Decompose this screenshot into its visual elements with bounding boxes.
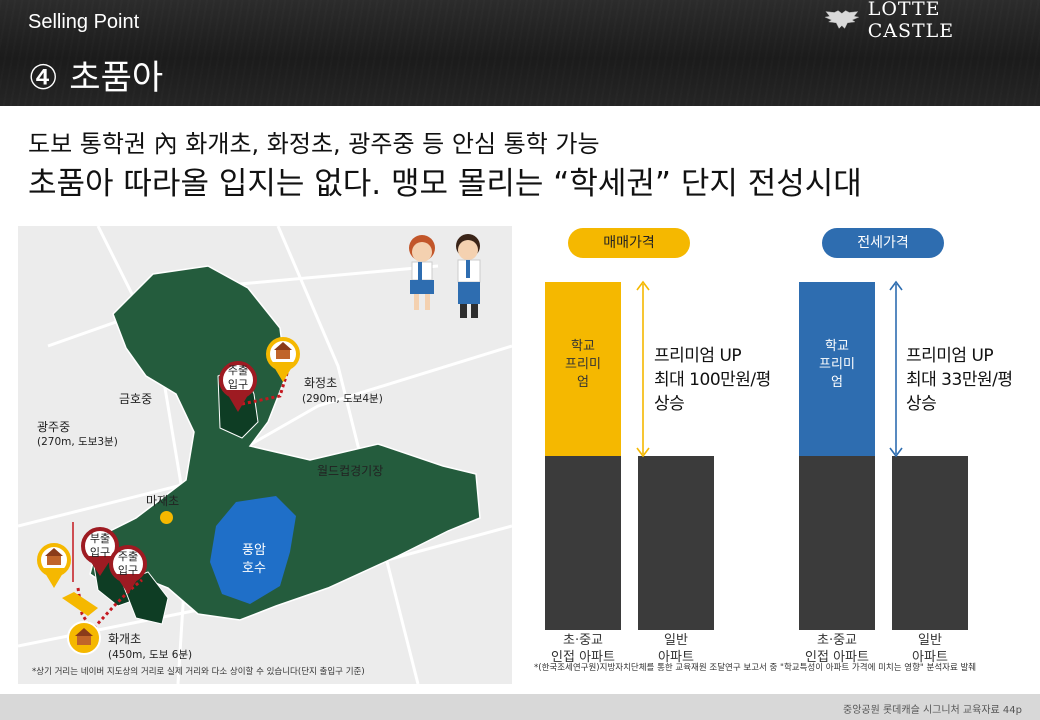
gate-label-line: 입구 xyxy=(227,378,249,391)
sale-premium-bar xyxy=(545,282,621,456)
sale-double-arrow-icon xyxy=(636,280,650,458)
school-pin-gwangju xyxy=(37,543,71,588)
bar-label-line: 일반 xyxy=(664,633,688,648)
eagle-emblem-icon xyxy=(824,10,860,29)
students-illustration xyxy=(409,234,481,318)
chart-source-note: *(한국조세연구원)지방자치단체를 통한 교육재원 조달연구 보고서 중 "학교… xyxy=(534,663,977,673)
jeonse-base-bar-school xyxy=(799,456,875,630)
price-premium-chart: 매매가격 학교 프리미 엄 프리미엄 UP 최대 100만원/평 상승 초·중교… xyxy=(528,226,1028,686)
gate-label-sub: 부출 입구 xyxy=(86,532,114,560)
headline-line-1: 도보 통학권 內 화개초, 화정초, 광주중 등 안심 통학 가능 xyxy=(28,130,600,158)
lake-area xyxy=(210,496,296,604)
gate-label-line: 주출 xyxy=(227,364,249,377)
section-label: Selling Point xyxy=(28,11,140,33)
jeonse-premium-text: 프리미엄 UP 최대 33만원/평 상승 xyxy=(906,344,1013,416)
sale-label-general: 일반 아파트 xyxy=(633,632,719,666)
jeonse-premium-bar xyxy=(799,282,875,456)
sale-base-bar-general xyxy=(638,456,714,630)
bar-label-line: 초·중교 xyxy=(562,633,603,648)
label-hwagae-distance: (450m, 도보 6분) xyxy=(108,649,193,661)
lake-label-line-2: 호수 xyxy=(242,561,266,576)
premium-text-line: 상승 xyxy=(654,394,685,414)
gate-label-line: 부출 xyxy=(89,532,111,545)
gate-label-main-top: 주출 입구 xyxy=(224,364,252,392)
gate-label-line: 입구 xyxy=(117,564,139,577)
label-hwagae-name: 화개초 xyxy=(108,632,142,646)
bar-text-line: 엄 xyxy=(831,375,843,390)
label-hwajeong-name: 화정초 xyxy=(304,376,338,390)
gate-pin-main-bottom xyxy=(109,545,147,594)
bar-label-line: 인접 아파트 xyxy=(805,650,869,665)
premium-text-line: 최대 33만원/평 xyxy=(906,370,1013,390)
premium-text-line: 프리미엄 UP xyxy=(654,346,742,366)
gwangju-school-marker xyxy=(62,592,98,616)
route-hwajeong xyxy=(241,369,290,406)
jeonse-label-general: 일반 아파트 xyxy=(887,632,973,666)
bar-label-line: 초·중교 xyxy=(816,633,857,648)
headline-line-2: 초품아 따라올 입지는 없다. 맹모 몰리는 “학세권” 단지 전성시대 xyxy=(28,166,862,202)
school-dot-majae xyxy=(160,511,173,524)
bar-label-line: 아파트 xyxy=(912,650,948,665)
label-gwangju-name: 광주중 xyxy=(37,420,71,434)
footer-bar: 중앙공원 롯데캐슬 시그니처 교육자료 44p xyxy=(0,694,1040,720)
label-majae: 마재초 xyxy=(146,494,180,508)
bar-text-line: 학교 xyxy=(571,339,595,354)
gate-label-main-bottom: 주출 입구 xyxy=(114,550,142,578)
school-pin-hwajeong xyxy=(266,337,300,382)
brand-name: LOTTE CASTLE xyxy=(867,0,955,42)
sale-price-pill: 매매가격 xyxy=(568,228,690,258)
jeonse-price-pill: 전세가격 xyxy=(822,228,944,258)
lake-label-line-1: 풍암 xyxy=(242,543,266,558)
school-pin-hwagae xyxy=(67,621,101,655)
sale-premium-bar-text: 학교 프리미 엄 xyxy=(545,338,621,392)
sale-premium-text: 프리미엄 UP 최대 100만원/평 상승 xyxy=(654,344,771,416)
bar-label-line: 일반 xyxy=(918,633,942,648)
sale-label-school-adjacent: 초·중교 인접 아파트 xyxy=(540,632,626,666)
jeonse-double-arrow-icon xyxy=(889,280,903,458)
bar-text-line: 엄 xyxy=(577,375,589,390)
premium-text-line: 최대 100만원/평 xyxy=(654,370,771,390)
jeonse-base-bar-general xyxy=(892,456,968,630)
premium-text-line: 상승 xyxy=(906,394,937,414)
brand-logo: LOTTE CASTLE xyxy=(824,0,1024,42)
location-map: 금호중 화정초 (290m, 도보4분) 광주중 (270m, 도보3분) 월드… xyxy=(18,226,512,684)
premium-text-line: 프리미엄 UP xyxy=(906,346,994,366)
gate-label-line: 주출 xyxy=(117,550,139,563)
sale-base-bar-school xyxy=(545,456,621,630)
map-graphic xyxy=(18,226,512,684)
label-worldcup-stadium: 월드컵경기장 xyxy=(317,464,384,478)
gate-label-line: 입구 xyxy=(89,546,111,559)
page-title: ④ 초품아 xyxy=(28,58,164,98)
header-texture xyxy=(0,0,1040,106)
label-geumho: 금호중 xyxy=(119,392,153,406)
gate-pin-main-top xyxy=(219,361,257,412)
jeonse-premium-bar-text: 학교 프리미 엄 xyxy=(799,338,875,392)
label-gwangju-distance: (270m, 도보3분) xyxy=(37,436,118,448)
route-hwagae xyxy=(76,578,143,633)
label-hwajeong-distance: (290m, 도보4분) xyxy=(302,393,383,405)
jeonse-label-school-adjacent: 초·중교 인접 아파트 xyxy=(794,632,880,666)
gate-pin-sub xyxy=(81,527,119,576)
bar-text-line: 프리미 xyxy=(819,357,855,372)
header-banner: Selling Point ④ 초품아 LOTTE CASTLE xyxy=(0,0,1040,106)
bar-text-line: 학교 xyxy=(825,339,849,354)
label-pungam-lake: 풍암 호수 xyxy=(236,542,272,578)
map-note: *상기 거리는 네이버 지도상의 거리로 실제 거리와 다소 상이할 수 있습니… xyxy=(32,667,365,677)
footer-page-text: 중앙공원 롯데캐슬 시그니처 교육자료 44p xyxy=(843,705,1022,716)
bar-label-line: 아파트 xyxy=(658,650,694,665)
bar-text-line: 프리미 xyxy=(565,357,601,372)
bar-label-line: 인접 아파트 xyxy=(551,650,615,665)
